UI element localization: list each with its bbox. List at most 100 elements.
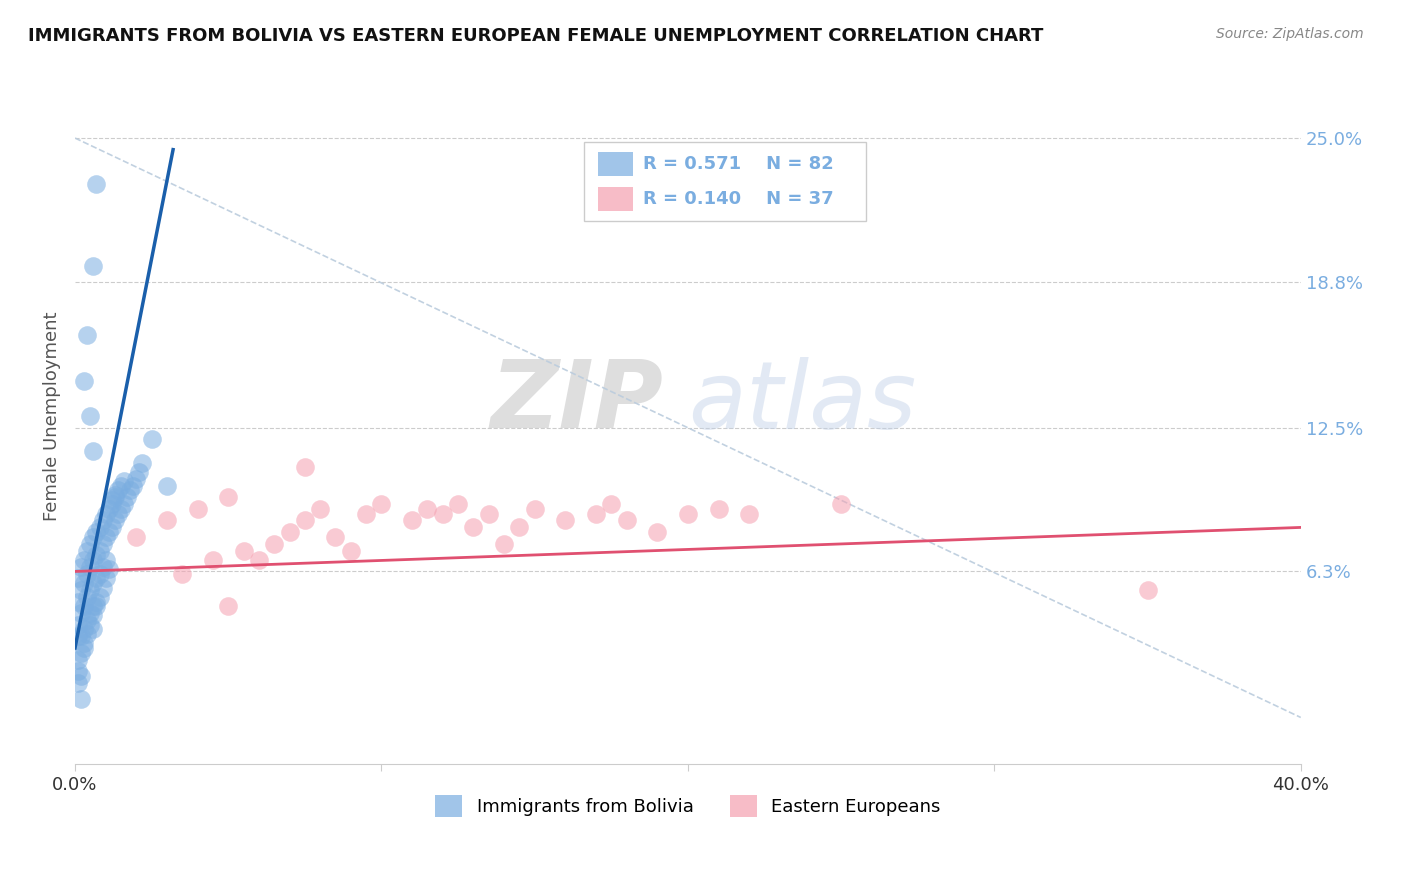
Point	[156, 513, 179, 527]
Point	[110, 479, 132, 493]
Point	[112, 497, 135, 511]
Point	[70, 606, 93, 620]
Point	[104, 513, 127, 527]
Point	[112, 474, 135, 488]
Point	[82, 576, 104, 591]
Point	[340, 543, 363, 558]
Point	[125, 530, 148, 544]
Point	[70, 669, 93, 683]
Point	[73, 576, 96, 591]
Point	[101, 497, 124, 511]
Point	[1136, 582, 1159, 597]
Point	[70, 629, 93, 643]
Point	[294, 460, 316, 475]
Point	[73, 599, 96, 614]
Point	[94, 507, 117, 521]
Point	[309, 501, 332, 516]
Point	[600, 497, 623, 511]
Point	[73, 623, 96, 637]
Point	[70, 559, 93, 574]
Point	[82, 530, 104, 544]
Point	[70, 582, 93, 597]
Point	[79, 409, 101, 424]
Point	[128, 465, 150, 479]
Point	[82, 259, 104, 273]
Point	[76, 590, 98, 604]
Point	[91, 559, 114, 574]
Point	[585, 507, 607, 521]
Text: atlas: atlas	[688, 357, 917, 448]
Point	[107, 507, 129, 521]
Point	[79, 617, 101, 632]
Text: R = 0.571    N = 82: R = 0.571 N = 82	[643, 155, 834, 173]
Point	[94, 530, 117, 544]
Point	[82, 599, 104, 614]
Point	[89, 590, 111, 604]
Point	[141, 433, 163, 447]
Point	[294, 513, 316, 527]
Point	[201, 553, 224, 567]
Point	[354, 507, 377, 521]
Point	[110, 501, 132, 516]
Point	[67, 571, 90, 585]
Point	[79, 582, 101, 597]
Point	[97, 562, 120, 576]
Point	[79, 559, 101, 574]
Point	[97, 501, 120, 516]
Point	[120, 483, 142, 498]
Point	[70, 692, 93, 706]
Point	[82, 623, 104, 637]
FancyBboxPatch shape	[599, 186, 633, 211]
Point	[101, 492, 124, 507]
Legend: Immigrants from Bolivia, Eastern Europeans: Immigrants from Bolivia, Eastern Europea…	[427, 788, 948, 824]
Point	[432, 507, 454, 521]
Point	[86, 594, 108, 608]
Point	[115, 491, 138, 505]
Point	[79, 536, 101, 550]
Point	[73, 553, 96, 567]
Point	[76, 328, 98, 343]
Point	[67, 652, 90, 666]
Point	[73, 640, 96, 655]
Point	[187, 501, 209, 516]
Point	[86, 178, 108, 192]
Point	[86, 599, 108, 614]
Point	[523, 501, 546, 516]
Point	[76, 566, 98, 581]
Point	[492, 536, 515, 550]
Point	[89, 543, 111, 558]
Point	[131, 456, 153, 470]
Point	[217, 599, 239, 614]
Point	[89, 520, 111, 534]
Point	[616, 513, 638, 527]
Point	[172, 566, 194, 581]
Point	[325, 530, 347, 544]
Point	[79, 606, 101, 620]
Point	[91, 513, 114, 527]
Point	[416, 501, 439, 516]
Point	[89, 566, 111, 581]
Point	[478, 507, 501, 521]
Point	[247, 553, 270, 567]
Text: Source: ZipAtlas.com: Source: ZipAtlas.com	[1216, 27, 1364, 41]
Point	[830, 497, 852, 511]
Point	[156, 479, 179, 493]
Point	[82, 444, 104, 458]
Text: ZIP: ZIP	[491, 356, 664, 449]
Point	[67, 664, 90, 678]
Point	[122, 479, 145, 493]
FancyBboxPatch shape	[583, 142, 866, 221]
Point	[463, 520, 485, 534]
Point	[217, 491, 239, 505]
Point	[67, 594, 90, 608]
Point	[76, 613, 98, 627]
Point	[86, 548, 108, 562]
Point	[67, 675, 90, 690]
Point	[94, 571, 117, 585]
Point	[554, 513, 576, 527]
Point	[73, 375, 96, 389]
Point	[104, 491, 127, 505]
Point	[70, 646, 93, 660]
Point	[76, 543, 98, 558]
Point	[82, 553, 104, 567]
